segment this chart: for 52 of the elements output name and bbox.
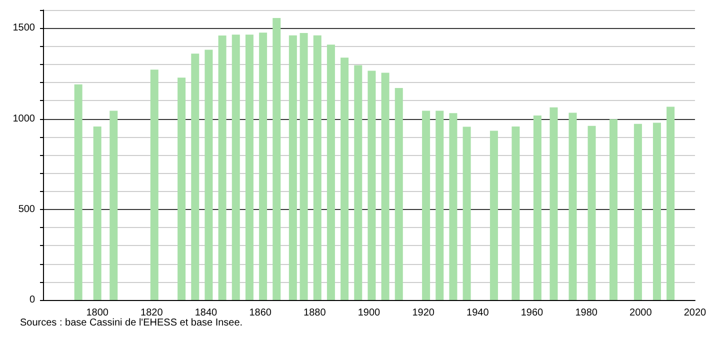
bar [340, 58, 349, 300]
bar [588, 126, 596, 300]
bar [150, 70, 158, 300]
bar [178, 78, 186, 300]
bar [449, 113, 458, 300]
bar [652, 122, 661, 300]
bar [232, 34, 240, 300]
y-tick-label: 1500 [12, 22, 36, 34]
bar [272, 18, 281, 300]
bar [326, 44, 335, 300]
bar [368, 70, 376, 300]
x-tick-label: 1860 [249, 308, 272, 318]
x-tick-label: 2000 [630, 308, 652, 318]
source-note: Sources : base Cassini de l'EHESS et base Insee. [20, 318, 243, 328]
bar [512, 126, 520, 300]
bar [245, 34, 254, 300]
x-tick-label: 1840 [194, 308, 218, 318]
bar [288, 35, 297, 300]
x-tick-label: 1980 [575, 308, 598, 318]
bar [666, 106, 675, 300]
bar [313, 35, 322, 300]
y-tick-label: 1000 [12, 113, 36, 124]
bar [218, 36, 226, 300]
bar [74, 84, 82, 300]
bar [191, 54, 200, 300]
y-tick-label: 500 [18, 204, 36, 215]
bar [259, 32, 268, 300]
bar [93, 126, 102, 300]
x-tick-label: 2020 [684, 308, 707, 318]
bar [610, 119, 618, 300]
bar [634, 124, 642, 300]
x-tick-label: 1940 [466, 308, 490, 318]
bar [110, 110, 118, 300]
x-tick-label: 1900 [358, 308, 381, 318]
bar [300, 33, 308, 300]
bar [204, 50, 213, 300]
bar [422, 110, 430, 300]
bar [533, 115, 542, 300]
bar [490, 130, 498, 300]
x-tick-label: 1880 [304, 308, 326, 318]
bar [550, 107, 558, 300]
x-tick-label: 1920 [412, 308, 435, 318]
bar [568, 112, 577, 300]
y-tick-label: 0 [29, 294, 36, 306]
bar [394, 88, 403, 300]
x-tick-label: 1800 [86, 308, 109, 318]
bar [381, 72, 390, 300]
x-tick-label: 1820 [140, 308, 164, 318]
bar [354, 65, 362, 300]
x-tick-label: 1960 [520, 308, 544, 318]
bar [436, 110, 444, 300]
bar [462, 126, 471, 300]
